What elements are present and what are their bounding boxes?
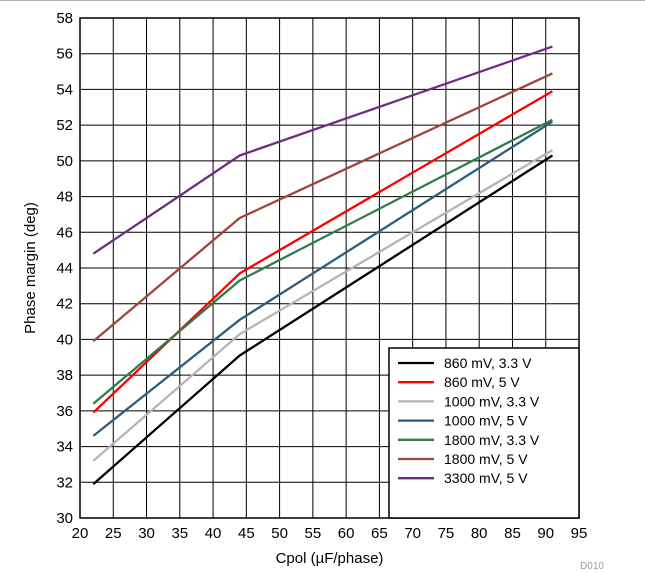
series-line	[92, 118, 553, 405]
x-tick-labels: 20 25 30 35 40 45 50 55 60 65 70 75 80 85 90 95	[72, 525, 588, 542]
y-tick-label: 54	[56, 81, 73, 98]
x-tick-label: 95	[571, 525, 588, 542]
y-tick-label: 30	[56, 510, 73, 527]
series-line	[92, 154, 554, 485]
series-line	[92, 149, 553, 462]
legend: 860 mV, 3.3 V 860 mV, 5 V 1000 mV, 3.3 V 10…	[388, 347, 580, 519]
top-rule	[0, 0, 645, 1]
legend-entry: 1800 mV, 5 V	[444, 451, 528, 467]
plot-frame	[79, 17, 580, 519]
x-tick-label: 70	[404, 525, 421, 542]
legend-entry: 1000 mV, 3.3 V	[444, 393, 540, 409]
legend-entry: 1000 mV, 5 V	[444, 413, 528, 429]
figure-id: D010	[580, 561, 604, 572]
x-tick-label: 50	[271, 525, 288, 542]
x-tick-label: 90	[537, 525, 554, 542]
x-tick-label: 80	[471, 525, 488, 542]
x-tick-label: 35	[171, 525, 188, 542]
legend-entry: 860 mV, 5 V	[444, 374, 520, 390]
x-tick-label: 25	[105, 525, 122, 542]
y-tick-label: 36	[56, 403, 73, 420]
series-line	[92, 120, 554, 437]
y-tick-label: 32	[56, 474, 73, 491]
series-line	[92, 90, 553, 414]
series-line	[92, 45, 553, 255]
y-tick-label: 52	[56, 117, 73, 134]
y-tick-label: 48	[56, 189, 73, 206]
x-tick-label: 20	[72, 525, 89, 542]
legend-box	[388, 347, 580, 519]
y-tick-label: 50	[56, 153, 73, 170]
y-tick-label: 44	[56, 260, 73, 277]
x-tick-label: 60	[338, 525, 355, 542]
y-tick-label: 42	[56, 296, 73, 313]
series-line	[92, 72, 553, 343]
x-tick-label: 30	[138, 525, 155, 542]
x-tick-label: 45	[238, 525, 255, 542]
y-tick-label: 40	[56, 331, 73, 348]
x-tick-label: 65	[371, 525, 388, 542]
x-tick-label: 75	[438, 525, 455, 542]
y-tick-label: 38	[56, 367, 73, 384]
y-tick-label: 58	[56, 10, 73, 27]
y-tick-label: 56	[56, 46, 73, 63]
y-tick-label: 46	[56, 224, 73, 241]
legend-entry: 3300 mV, 5 V	[444, 470, 528, 486]
y-axis-label: Phase margin (deg)	[22, 202, 39, 334]
x-tick-label: 40	[205, 525, 222, 542]
y-tick-label: 34	[56, 439, 73, 456]
legend-entry: 1800 mV, 3.3 V	[444, 432, 540, 448]
legend-entry: 860 mV, 3.3 V	[444, 355, 532, 371]
x-tick-label: 55	[305, 525, 322, 542]
series-lines	[92, 45, 554, 485]
x-axis-label: Cpol (µF/phase)	[276, 550, 384, 567]
y-tick-labels: 30 32 34 36 38 40 42 44 46 48 50 52 54 56 58	[56, 10, 73, 527]
x-tick-label: 85	[504, 525, 521, 542]
